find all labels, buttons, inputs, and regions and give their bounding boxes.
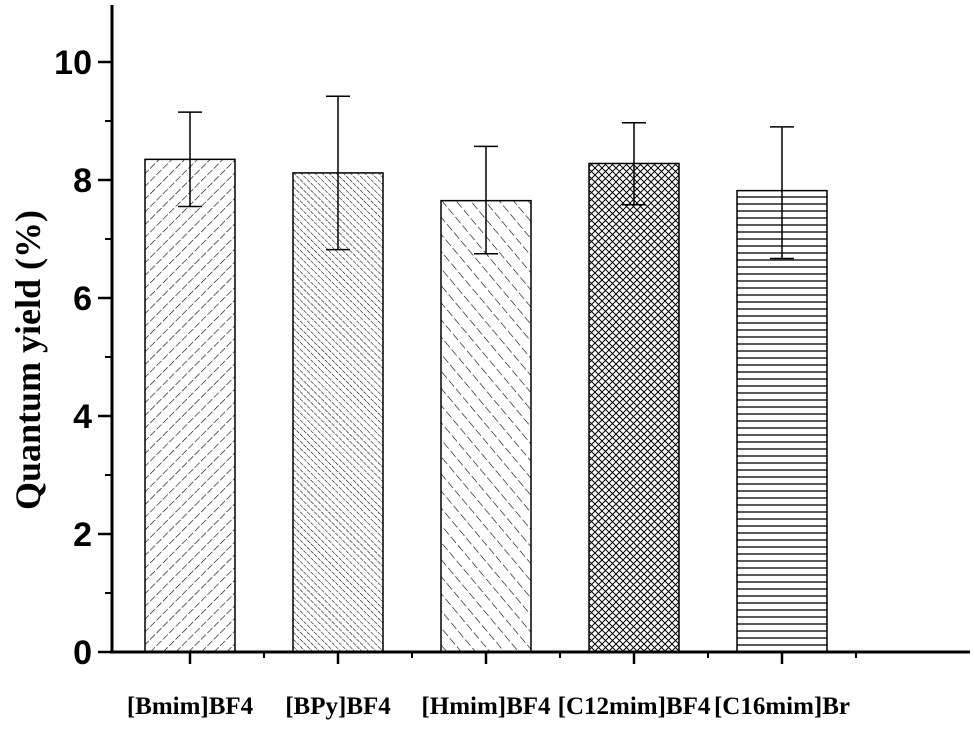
error-bar-0 [178,111,202,208]
error-bar-1 [326,95,350,251]
x-tick-label-0: [Bmim]BF4 [127,693,254,720]
bar-4 [736,189,828,653]
x-tick-label-1: [BPy]BF4 [285,693,391,720]
y-tick-label-3: 6 [73,280,92,318]
y-tick-label-5: 10 [54,44,92,82]
x-tick-label-2: [Hmim]BF4 [421,693,551,720]
y-tick-label-4: 8 [73,162,92,200]
error-bar-4 [770,126,794,260]
x-tick-label-3: [C12mim]BF4 [558,693,711,720]
x-ticks: [Bmim]BF4 [BPy]BF4 [Hmim]BF4 [C12mim]BF4 [C1… [127,652,857,720]
y-tick-label-1: 2 [73,516,92,554]
error-bar-3 [622,122,646,206]
y-axis-title: Quantum yield (%) [8,210,48,510]
error-bars-layer [178,95,794,260]
x-tick-label-4: [C16mim]Br [714,693,850,720]
bar-1 [292,172,384,653]
bar-3 [588,162,680,653]
bar-2 [440,199,532,653]
y-ticks: 0 2 4 6 8 10 [54,44,112,672]
bar-0 [144,158,236,653]
y-tick-label-0: 0 [73,634,92,672]
y-tick-label-2: 4 [73,398,92,436]
error-bar-2 [474,145,498,255]
